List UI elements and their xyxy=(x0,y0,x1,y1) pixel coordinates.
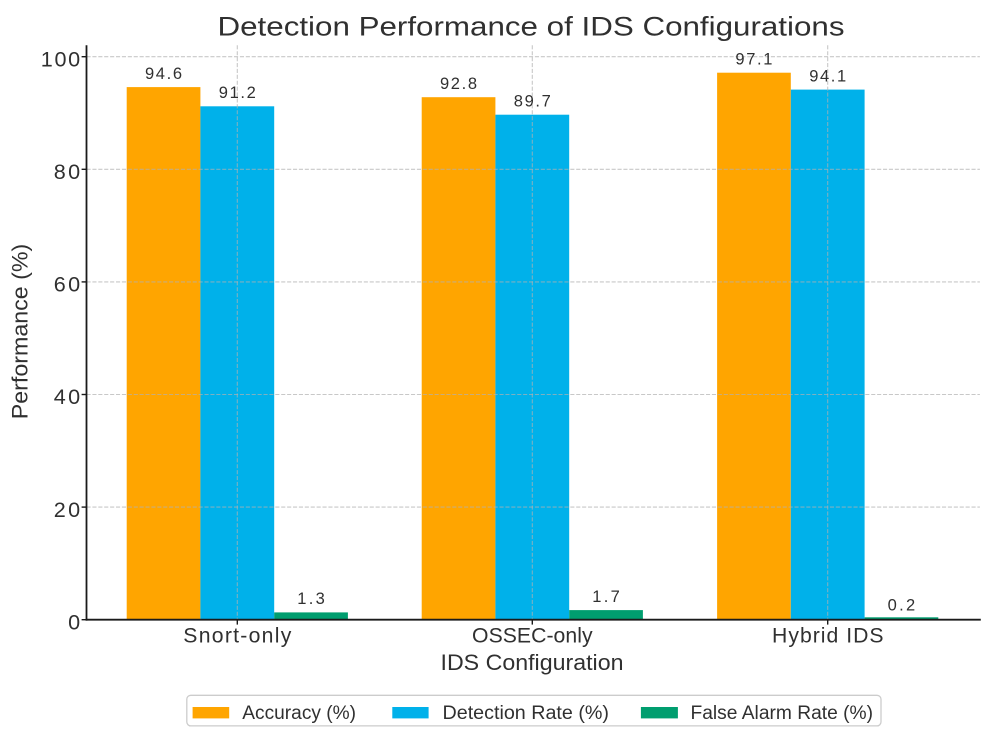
svg-text:0: 0 xyxy=(68,609,80,634)
svg-text:False Alarm Rate (%): False Alarm Rate (%) xyxy=(691,703,874,724)
svg-text:94.6: 94.6 xyxy=(145,65,182,83)
svg-text:Accuracy (%): Accuracy (%) xyxy=(242,703,356,724)
svg-text:IDS Configuration: IDS Configuration xyxy=(441,650,624,675)
svg-text:Performance (%): Performance (%) xyxy=(7,244,32,420)
svg-text:100: 100 xyxy=(41,46,81,71)
svg-text:Detection Performance of IDS C: Detection Performance of IDS Configurati… xyxy=(218,11,845,41)
svg-text:1.7: 1.7 xyxy=(592,588,620,606)
svg-text:1.3: 1.3 xyxy=(297,590,325,608)
svg-text:Detection Rate (%): Detection Rate (%) xyxy=(443,703,610,724)
svg-text:0.2: 0.2 xyxy=(888,596,916,614)
svg-text:OSSEC-only: OSSEC-only xyxy=(472,624,593,647)
svg-text:Hybrid IDS: Hybrid IDS xyxy=(772,624,884,647)
svg-text:89.7: 89.7 xyxy=(514,92,551,110)
svg-text:92.8: 92.8 xyxy=(440,75,477,93)
svg-text:97.1: 97.1 xyxy=(735,50,772,68)
svg-text:Snort-only: Snort-only xyxy=(183,624,291,647)
svg-text:91.2: 91.2 xyxy=(219,84,256,102)
svg-text:94.1: 94.1 xyxy=(809,67,846,85)
